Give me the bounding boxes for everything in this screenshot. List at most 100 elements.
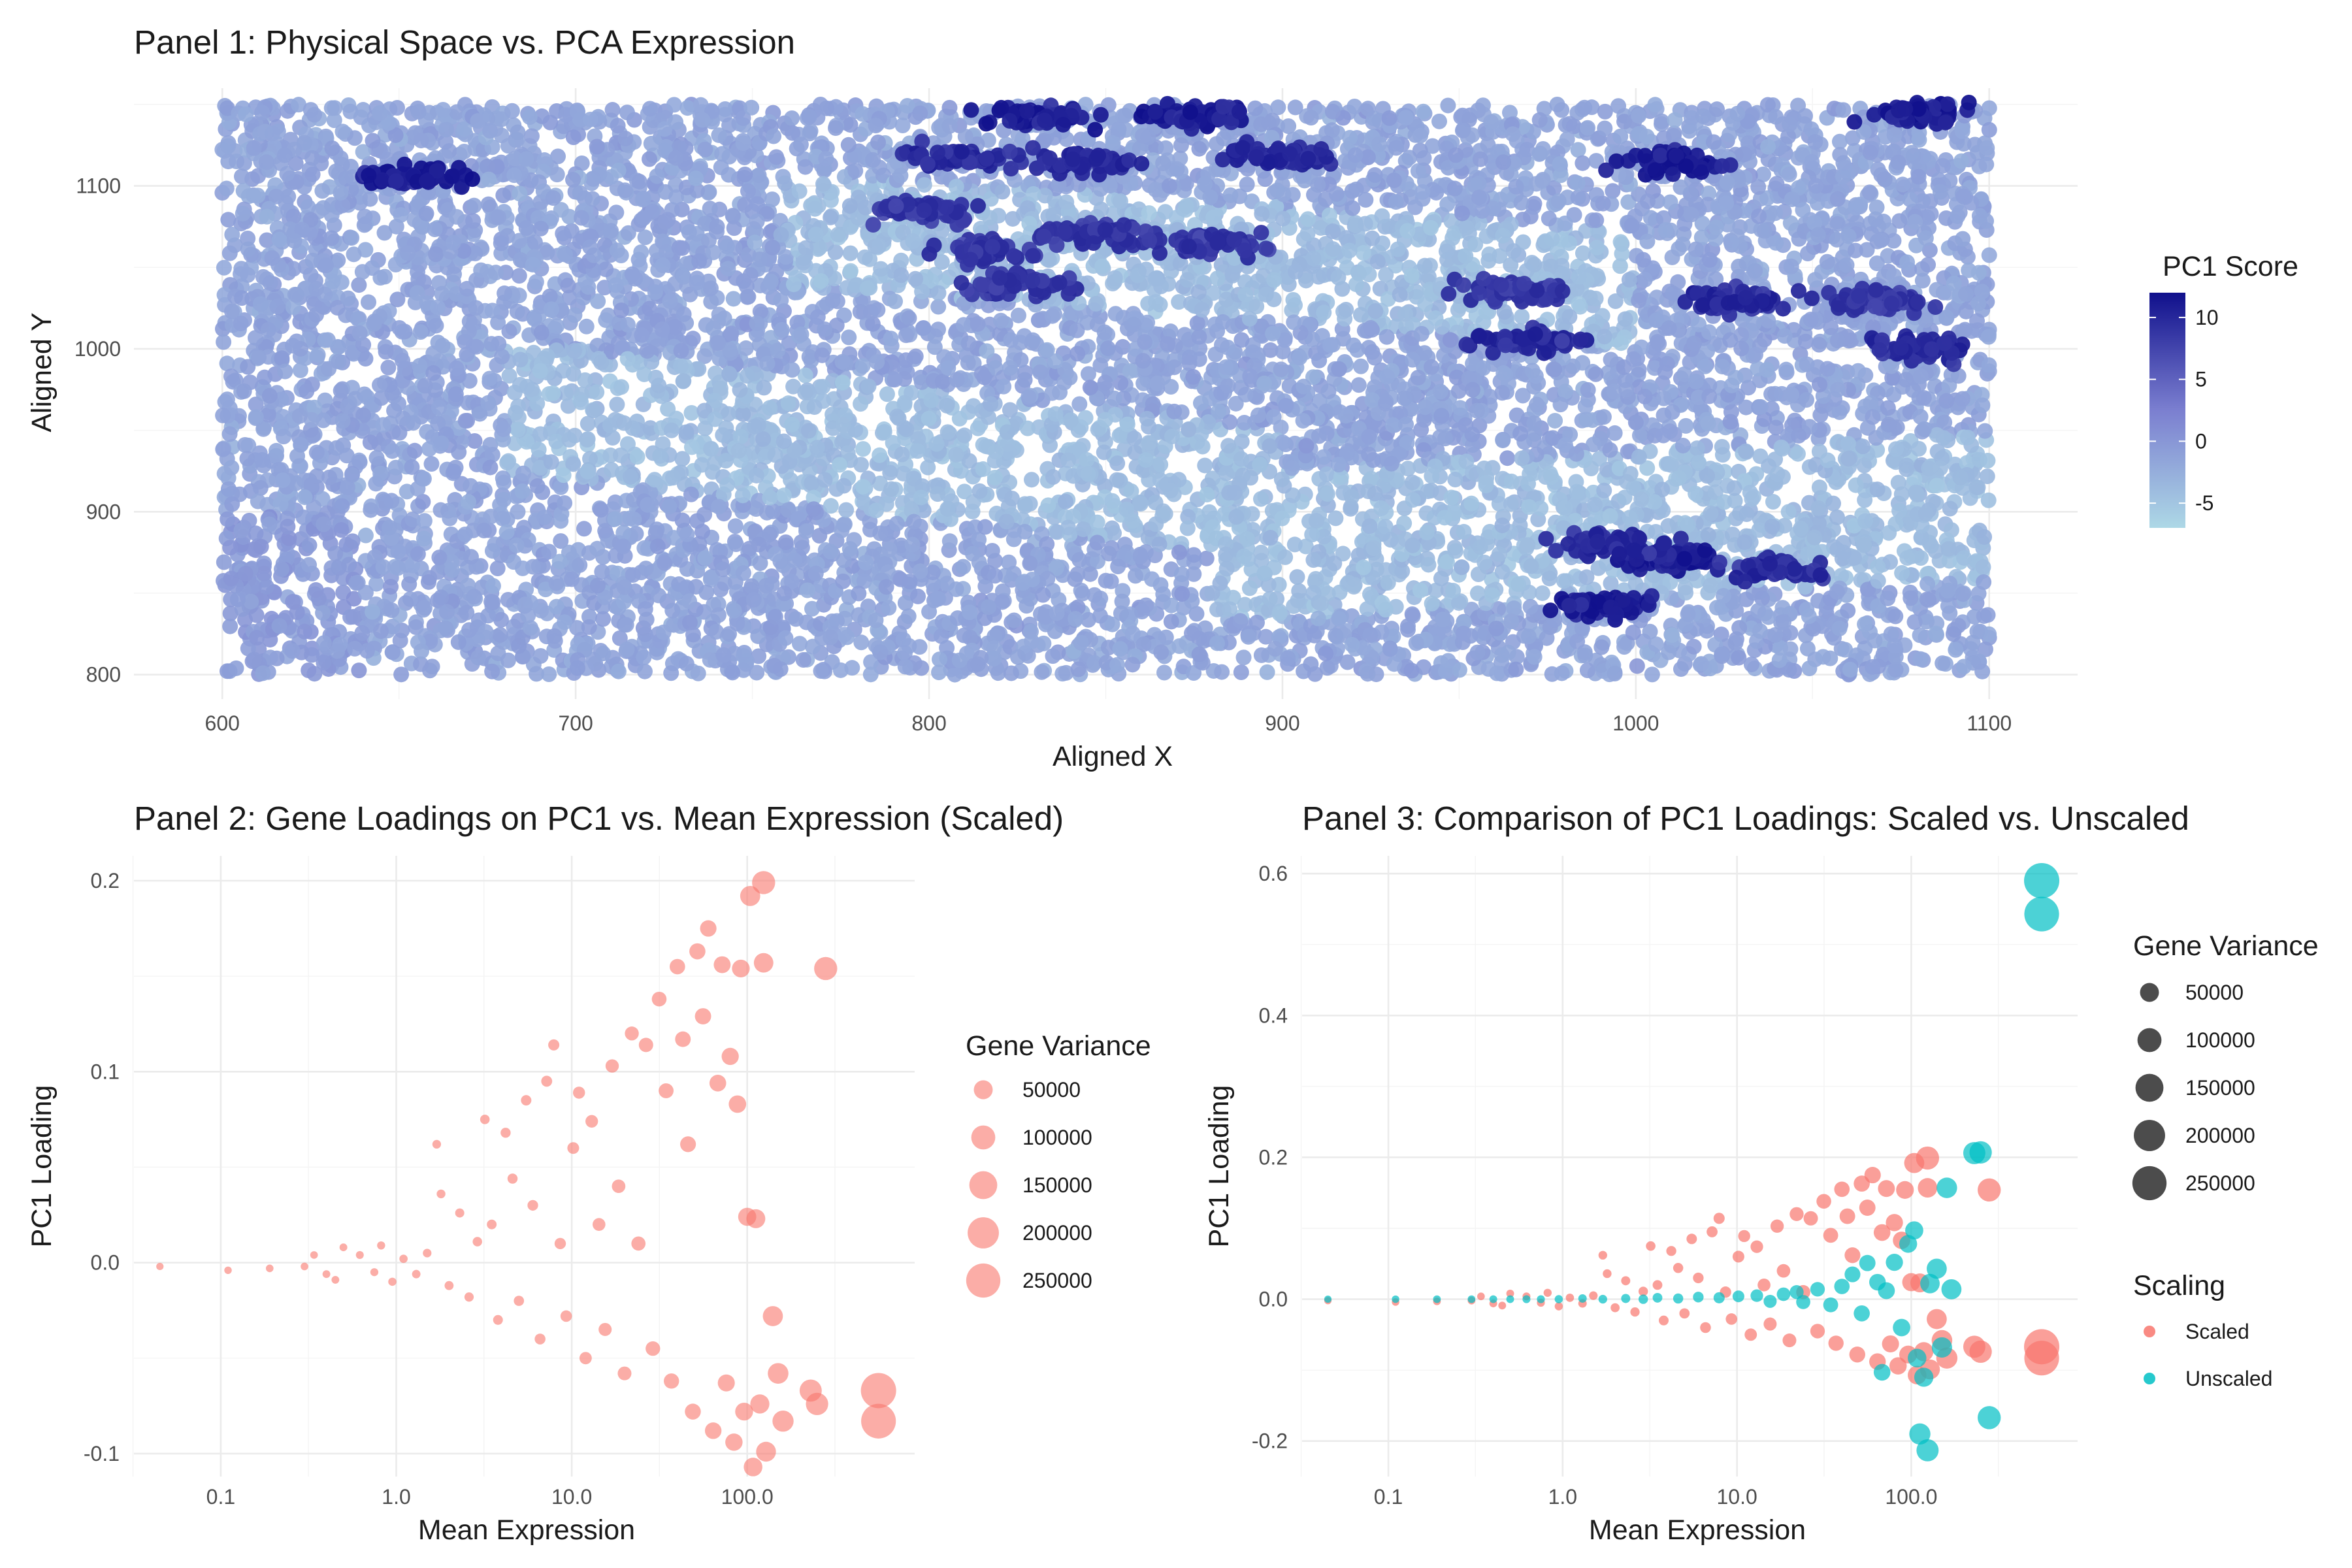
panel1-spot (984, 542, 1000, 559)
panel1-spot (629, 449, 645, 465)
panel3-x-axis-title: Mean Expression (1589, 1514, 1806, 1546)
panel1-spot (1603, 575, 1619, 591)
panel2-y-axis-title: PC1 Loading (26, 1085, 57, 1248)
panel1-spot (1233, 664, 1249, 681)
panel1-spot (931, 664, 947, 681)
panel1-points (214, 94, 1997, 683)
panel1-spot (1396, 515, 1413, 531)
panel1-spot (1179, 272, 1196, 288)
panel1-spot (1607, 425, 1623, 441)
panel1-spot (219, 355, 235, 372)
panel1-spot (389, 99, 405, 116)
panel1-spot (1782, 215, 1799, 231)
panel1-x-axis-title: Aligned X (1053, 741, 1173, 772)
panel1-spot (555, 225, 571, 242)
panel1-spot (368, 576, 384, 592)
panel1-spot (1311, 352, 1328, 368)
panel1-spot (380, 359, 397, 376)
panel1-spot (595, 645, 612, 662)
panel1-spot (1811, 479, 1827, 495)
panel1-spot (1239, 176, 1255, 193)
panel1-spot (841, 329, 857, 346)
panel1-spot (511, 268, 527, 284)
panel2-title: Panel 2: Gene Loadings on PC1 vs. Mean E… (134, 800, 1064, 837)
panel1-x-tick-label: 1000 (1612, 711, 1659, 735)
panel1-spot (1144, 571, 1160, 587)
panel1-spot (642, 151, 658, 167)
panel1-spot (1886, 233, 1902, 249)
panel1-spot (1869, 255, 1885, 271)
panel1-spot (735, 406, 751, 422)
panel1-spot (1237, 274, 1253, 290)
panel1-spot (649, 168, 665, 184)
panel1-spot (1644, 666, 1660, 683)
panel1-spot (1740, 380, 1757, 396)
panel1-spot (1198, 550, 1215, 566)
panel1-y-tick-label: 900 (86, 500, 121, 523)
panel1-spot (964, 503, 981, 519)
panel1-spot (598, 261, 614, 278)
panel1-spot (1339, 654, 1356, 670)
panel1-spot (301, 537, 318, 553)
panel1-spot (1171, 294, 1187, 310)
panel1-spot (721, 117, 738, 133)
panel2-legend-title: Gene Variance (966, 1030, 1151, 1062)
panel1-spot (1257, 171, 1273, 188)
panel1-spot (1979, 468, 1995, 485)
panel1-spot (1469, 644, 1486, 661)
panel1-spot (1837, 642, 1854, 658)
panel1-spot (1345, 337, 1362, 353)
panel1-spot (797, 367, 813, 384)
panel1-spot (1738, 399, 1754, 416)
panel1-spot (1328, 510, 1344, 527)
panel1-spot (1503, 257, 1519, 273)
panel1-spot (791, 636, 808, 652)
panel1-spot (1024, 472, 1040, 488)
panel1-y-tick-label: 1100 (76, 174, 121, 198)
panel1-spot (216, 334, 232, 350)
panel1-spot (465, 213, 482, 229)
panel1-spot (604, 102, 621, 118)
panel1-spot (1594, 308, 1610, 324)
panel1-spot (612, 630, 628, 646)
panel1-spot (415, 494, 431, 510)
panel1-spot (713, 581, 729, 598)
panel1-spot (259, 232, 275, 248)
panel1-spot (1080, 366, 1096, 382)
panel1-spot (1597, 120, 1613, 137)
panel1-spot (1281, 118, 1297, 135)
panel1-spot (1214, 664, 1230, 680)
panel1-spot (1647, 97, 1663, 113)
panel1-spot (357, 351, 374, 367)
panel1-y-tick-label: 800 (86, 663, 121, 687)
panel1-spot (510, 124, 526, 140)
panel1-spot (1178, 176, 1194, 192)
panel1-spot (934, 254, 950, 270)
panel1-spot (1045, 648, 1061, 664)
panel1-spot (1639, 460, 1656, 476)
panel1-spot (881, 600, 897, 616)
panel1-x-tick-label: 800 (911, 711, 946, 735)
panel1-spot (1450, 383, 1467, 399)
panel1-spot (1289, 569, 1305, 585)
panel1-spot (1378, 267, 1394, 283)
panel1-spot (1433, 570, 1449, 587)
panel1-spot (727, 518, 743, 534)
panel1-spot (1107, 270, 1123, 286)
panel1-spot (930, 299, 947, 315)
panel1-spot (1188, 606, 1205, 622)
panel1-spot (1895, 176, 1911, 193)
panel1-spot (1921, 242, 1938, 258)
panel1-spot (509, 303, 525, 319)
panel1-spot (1503, 473, 1520, 489)
panel1-spot (392, 632, 408, 649)
panel1-spot (864, 316, 881, 332)
panel1-spot (1446, 180, 1463, 197)
panel1-spot (361, 294, 377, 310)
panel1-spot (1180, 508, 1196, 525)
panel3-color-legend-title: Scaling (2133, 1270, 2225, 1301)
panel1-spot (1106, 525, 1122, 542)
panel1-spot (1158, 629, 1174, 645)
panel1-spot (1829, 216, 1846, 232)
